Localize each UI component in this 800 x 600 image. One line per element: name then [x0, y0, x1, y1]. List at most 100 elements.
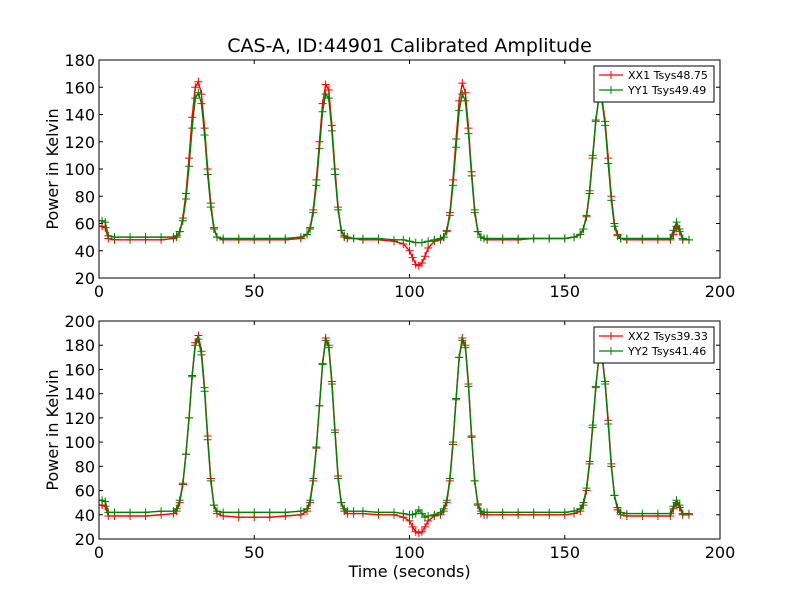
data-point: [178, 479, 187, 488]
series-2: [99, 335, 693, 522]
data-point: [445, 474, 454, 483]
data-point: [318, 360, 327, 369]
data-point: [439, 504, 448, 513]
data-point: [638, 234, 647, 243]
data-point: [306, 224, 315, 233]
data-point: [318, 99, 327, 108]
series-line: [99, 90, 690, 244]
data-point: [570, 233, 579, 242]
legend-item: XX2 Tsys39.33: [599, 330, 708, 343]
data-point: [653, 234, 662, 243]
data-point: [424, 237, 433, 246]
data-point: [514, 508, 523, 517]
data-point: [209, 501, 218, 510]
data-point: [321, 90, 330, 99]
data-point: [330, 170, 339, 179]
y-tick-label: 160: [64, 78, 95, 97]
data-point: [358, 234, 367, 243]
data-point: [330, 428, 339, 437]
data-point: [181, 194, 190, 203]
y-tick-label: 120: [64, 133, 95, 152]
data-point: [104, 231, 113, 240]
data-point: [389, 508, 398, 517]
y-tick-label: 80: [75, 457, 95, 476]
y-tick-label: 160: [64, 360, 95, 379]
x-tick-label: 100: [394, 282, 425, 301]
legend-item: YY1 Tsys49.49: [599, 84, 706, 97]
data-point: [374, 234, 383, 243]
data-point: [424, 511, 433, 520]
data-point: [613, 503, 622, 512]
data-point: [250, 234, 259, 243]
legend-item: YY2 Tsys41.46: [599, 345, 706, 358]
y-tick-label: 120: [64, 409, 95, 428]
data-point: [417, 527, 426, 536]
legend-box: [593, 326, 715, 364]
data-point: [417, 238, 426, 247]
data-point: [296, 233, 305, 242]
data-point: [315, 144, 324, 153]
data-point: [219, 508, 228, 517]
data-point: [306, 496, 315, 505]
legend-label: YY1 Tsys49.49: [627, 84, 706, 97]
legend-marker: [607, 347, 615, 355]
data-point: [157, 507, 166, 516]
data-point: [470, 208, 479, 217]
data-point: [560, 234, 569, 243]
data-point: [321, 336, 330, 345]
data-point: [265, 508, 274, 517]
legend-box: [593, 65, 715, 103]
y-tick-label: 20: [75, 530, 95, 549]
data-point: [675, 224, 684, 233]
data-point: [421, 252, 430, 261]
data-point: [197, 99, 206, 108]
legend-label: YY2 Tsys41.46: [627, 345, 706, 358]
data-point: [448, 438, 457, 447]
data-point: [672, 496, 681, 505]
data-point: [653, 509, 662, 518]
data-point: [498, 508, 507, 517]
y-tick-label: 180: [64, 336, 95, 355]
series-2: [99, 88, 693, 247]
legend-label: XX1 Tsys48.75: [628, 69, 708, 82]
x-tick-label: 0: [94, 543, 104, 562]
data-point: [678, 234, 687, 243]
y-tick-label: 40: [75, 242, 95, 261]
data-point: [324, 343, 333, 352]
data-point: [470, 476, 479, 485]
data-point: [188, 124, 197, 133]
data-point: [452, 394, 461, 403]
data-point: [467, 171, 476, 180]
data-point: [327, 126, 336, 135]
data-point: [610, 222, 619, 231]
data-point: [321, 80, 330, 89]
series-line: [99, 337, 689, 519]
data-point: [669, 226, 678, 235]
data-point: [588, 421, 597, 430]
y-tick-label: 100: [64, 160, 95, 179]
y-tick-label: 180: [64, 51, 95, 70]
data-point: [421, 522, 430, 531]
data-point: [622, 234, 631, 243]
x-tick-label: 100: [394, 543, 425, 562]
y-tick-label: 100: [64, 433, 95, 452]
data-point: [529, 234, 538, 243]
data-point: [604, 419, 613, 428]
data-point: [455, 353, 464, 362]
data-point: [576, 230, 585, 239]
data-point: [203, 435, 212, 444]
data-point: [408, 522, 417, 531]
data-point: [337, 498, 346, 507]
data-point: [417, 259, 426, 268]
data-point: [234, 508, 243, 517]
data-point: [334, 205, 343, 214]
y-tick-label: 200: [64, 312, 95, 331]
data-point: [200, 130, 209, 139]
data-point: [141, 508, 150, 517]
data-point: [607, 462, 616, 471]
data-point: [315, 401, 324, 410]
data-point: [684, 509, 693, 518]
data-point: [172, 231, 181, 240]
data-point: [442, 227, 451, 236]
